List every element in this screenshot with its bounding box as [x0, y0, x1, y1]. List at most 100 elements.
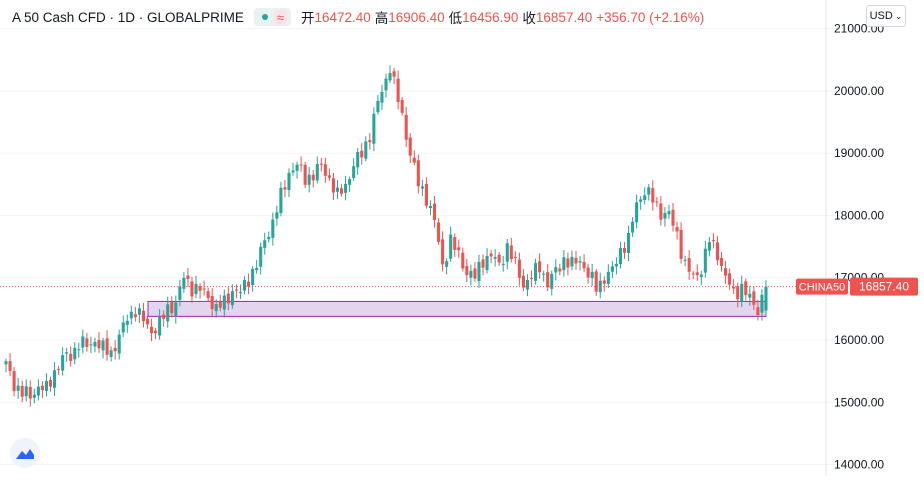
candle-body [12, 371, 16, 392]
candle-body [242, 280, 247, 291]
candle-body [323, 164, 327, 176]
candle-body [392, 71, 396, 77]
candle-body [752, 291, 756, 305]
candle-body [412, 157, 416, 163]
candle-body [736, 286, 740, 300]
candle-body [69, 353, 73, 361]
candle-body [509, 245, 513, 259]
candle-body [546, 272, 550, 288]
candle-body [566, 258, 570, 268]
candle-body [202, 288, 206, 290]
candle-body [469, 270, 473, 278]
candle-body [420, 186, 424, 189]
close-label: 收 [522, 11, 536, 26]
candle-body [194, 283, 198, 295]
candle-body [230, 291, 234, 306]
price-tag-value: 16857.40 [859, 280, 909, 294]
candle-body [416, 160, 420, 187]
candle-body [61, 355, 65, 371]
candle-body [170, 301, 174, 314]
price-tag: CHINA50 16857.40 [796, 277, 918, 296]
candle-body [335, 187, 340, 192]
candle-body [388, 73, 392, 81]
candle-body [339, 188, 344, 194]
candle-body [105, 338, 109, 355]
y-tick-label: 19000.00 [834, 146, 884, 160]
candle-body [586, 267, 590, 278]
symbol-title[interactable]: A 50 Cash CFD · 1D · GLOBALPRIME [12, 9, 244, 25]
candle-body [703, 248, 707, 273]
candle-body [554, 267, 558, 273]
candle-body [404, 114, 408, 140]
tradingview-logo-icon[interactable] [10, 438, 40, 468]
candle-body [214, 304, 218, 312]
candle-body [226, 293, 230, 304]
currency-selector[interactable]: USD ⌄ [866, 5, 906, 27]
candle-body [521, 275, 525, 288]
candle-body [602, 280, 606, 284]
candle-body [724, 268, 728, 276]
candle-body [659, 203, 663, 220]
candle-body [97, 339, 101, 349]
candle-body [578, 261, 582, 263]
candle-body [432, 203, 437, 221]
candle-body [352, 166, 356, 179]
candle-body [396, 78, 400, 103]
candle-body [89, 344, 93, 346]
open-label: 开 [300, 11, 315, 26]
status-pill[interactable]: ≈ [253, 8, 291, 26]
candle-body [85, 338, 89, 347]
candle-body [210, 295, 214, 310]
candle-body [275, 212, 279, 219]
candle-body [190, 281, 194, 297]
candle-body [251, 268, 255, 286]
low-label: 低 [448, 11, 463, 26]
candle-body [299, 164, 303, 166]
candle-body [497, 254, 501, 263]
price-tag-name: CHINA50 [799, 282, 845, 294]
candle-body [65, 352, 69, 354]
candle-body [534, 263, 538, 281]
y-tick-label: 14000.00 [834, 458, 884, 472]
candle-body [360, 150, 364, 158]
candle-body [303, 164, 307, 185]
open-value: 16472.40 [314, 9, 371, 25]
candle-body [610, 266, 614, 272]
candle-body [719, 257, 724, 266]
candle-body [756, 307, 760, 316]
candle-body [206, 291, 210, 299]
candle-body [141, 310, 145, 322]
candle-body [174, 302, 178, 316]
candle-body [457, 247, 461, 251]
candle-body [283, 187, 287, 190]
candle-body [28, 386, 32, 399]
y-tick-label: 15000.00 [834, 395, 884, 409]
candle-body [667, 211, 671, 215]
candle-body [732, 286, 736, 289]
support-zone[interactable] [147, 300, 767, 317]
y-tick-label: 16000.00 [834, 333, 884, 347]
candle-body [465, 265, 469, 276]
close-value: 16857.40 [535, 9, 593, 25]
candle-body [655, 201, 659, 203]
y-tick-label: 20000.00 [834, 84, 884, 98]
candle-body [40, 385, 44, 390]
candle-body [570, 256, 574, 267]
candle-body [614, 264, 618, 267]
candle-body [372, 113, 376, 144]
candle-body [73, 347, 77, 360]
candle-body [748, 293, 752, 298]
candle-body [441, 239, 445, 265]
candle-body [461, 252, 465, 269]
candle-body [683, 259, 687, 261]
candle-body [8, 361, 12, 371]
candle-body [279, 187, 283, 214]
candle-body [477, 261, 481, 282]
candle-body [356, 152, 360, 168]
candle-body [445, 261, 449, 267]
candle-body [57, 368, 61, 370]
y-axis[interactable]: 14000.0015000.0016000.0017000.0018000.00… [825, 0, 884, 476]
candle-body [711, 240, 715, 242]
